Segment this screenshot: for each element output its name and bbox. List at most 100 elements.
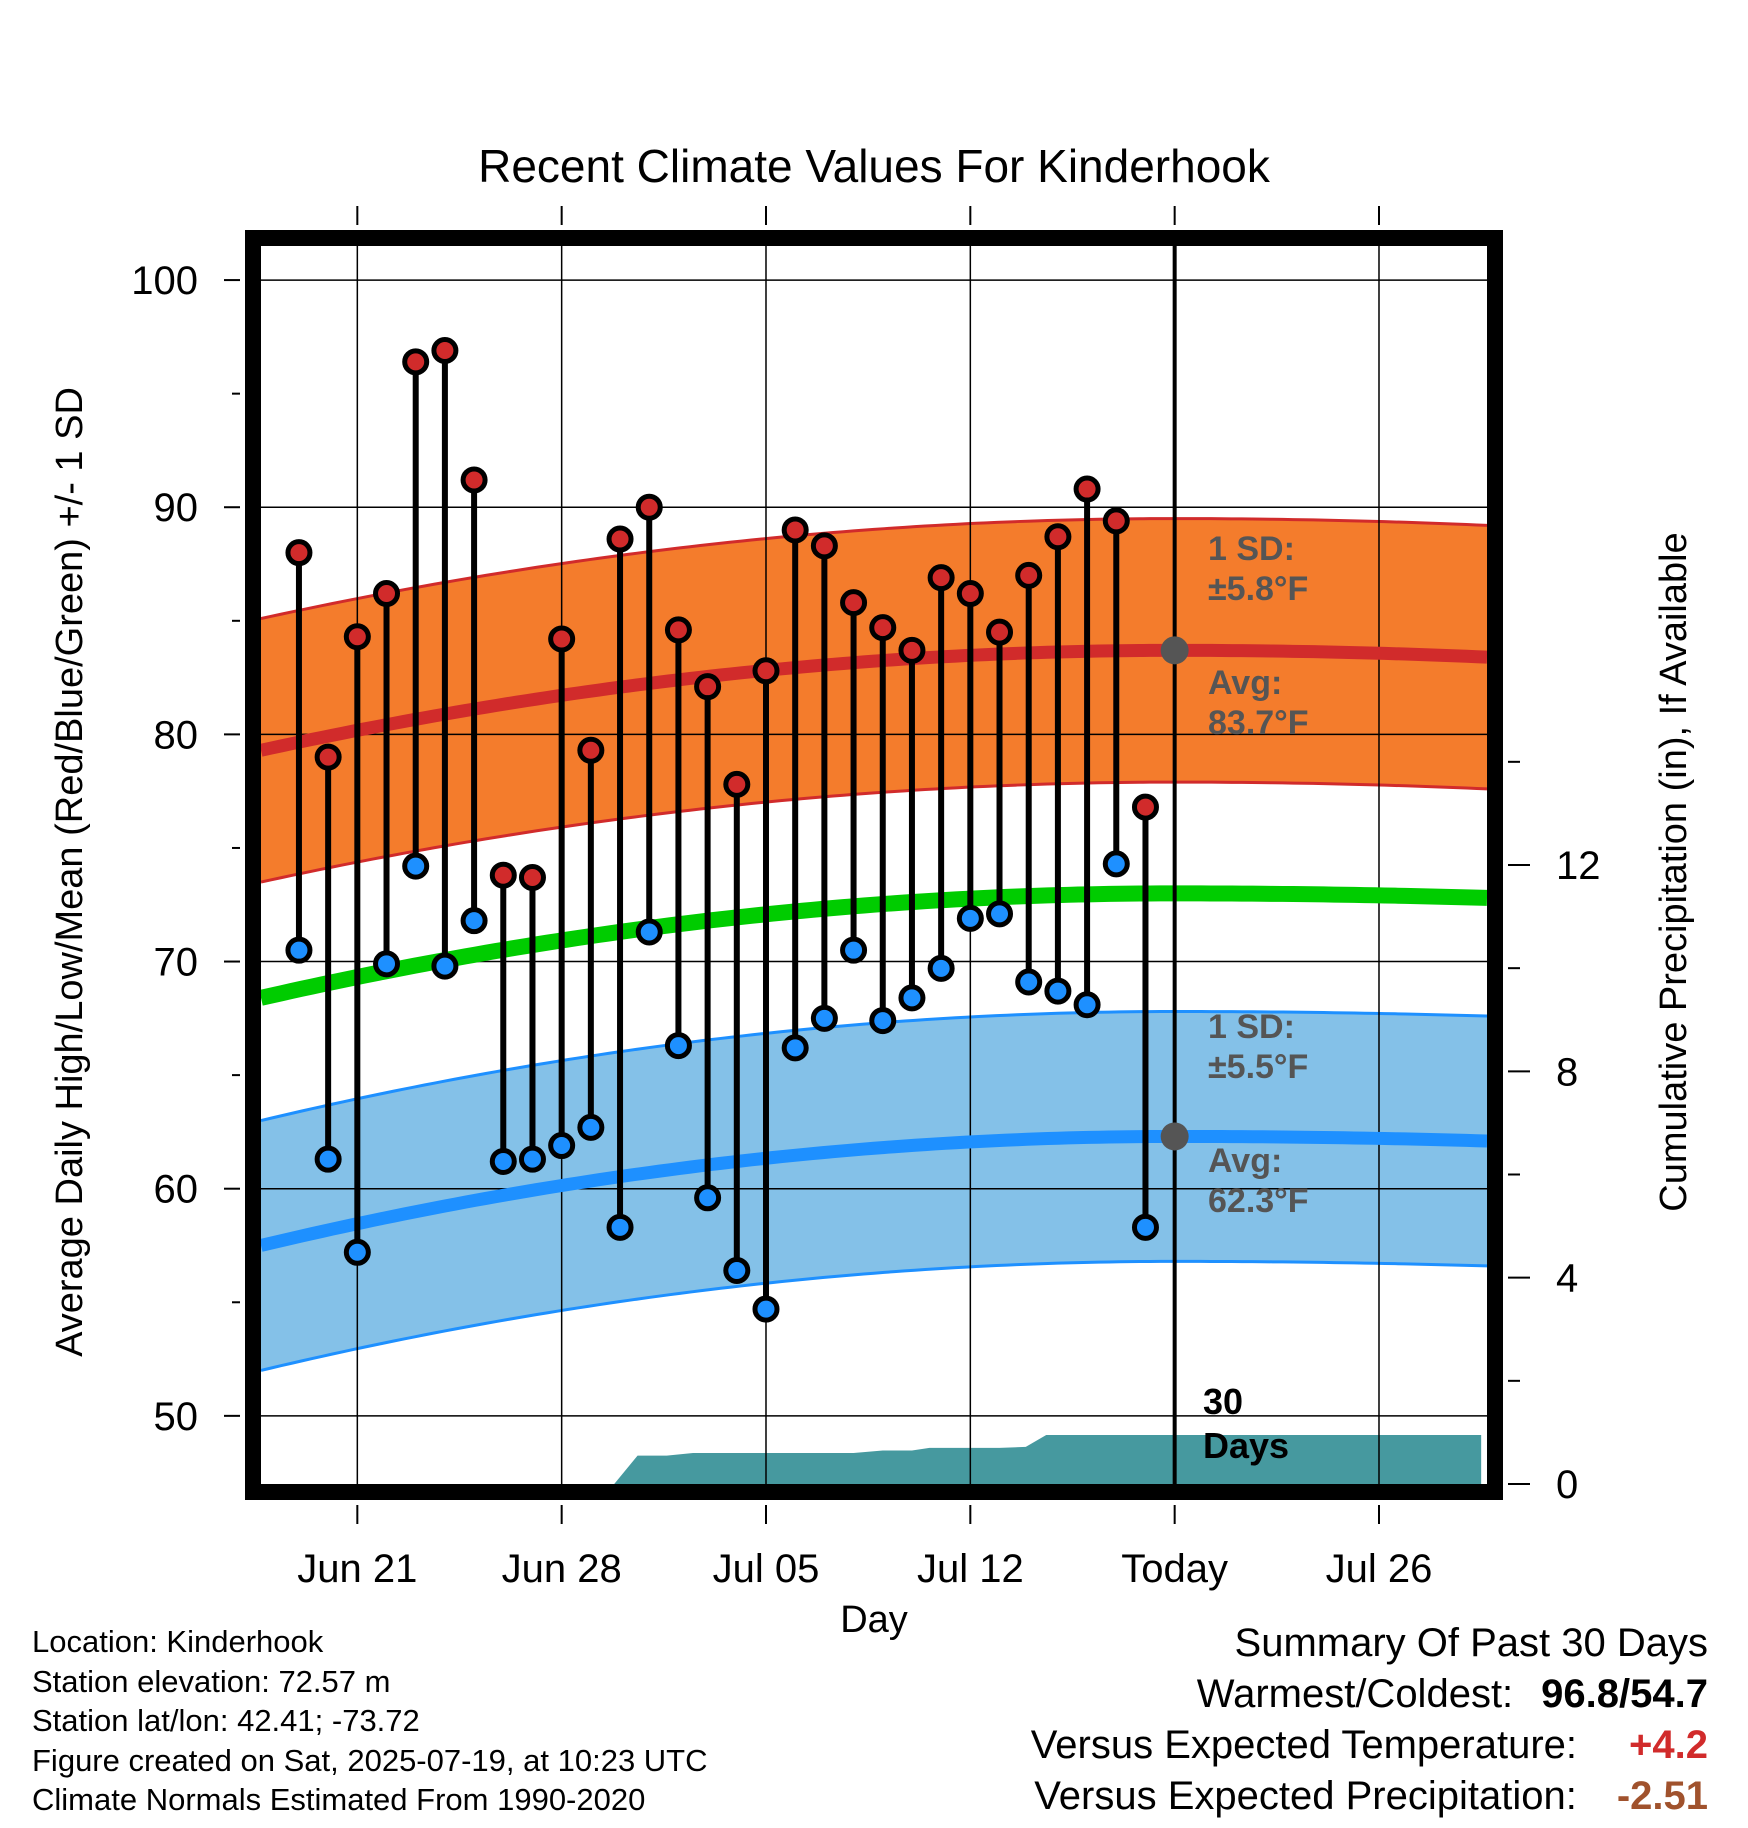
normals-text: Climate Normals Estimated From 1990-2020	[32, 1782, 646, 1817]
y2-axis-label: Cumulative Precipitation (in), If Availa…	[1653, 532, 1695, 1211]
daily-high-point	[810, 532, 838, 560]
daily-high-point	[1015, 561, 1043, 589]
y2-tick-label: 8	[1556, 1050, 1578, 1094]
temp-value: +4.2	[1629, 1723, 1708, 1767]
daily-high-point	[694, 673, 722, 701]
y-tick-label: 70	[154, 941, 199, 985]
low-avg-marker	[1160, 1122, 1189, 1151]
y-tick-label: 80	[154, 713, 199, 757]
low-avg-label: Avg:	[1208, 1142, 1282, 1180]
daily-high-point	[752, 657, 780, 685]
daily-high-point	[606, 525, 634, 553]
daily-high-point	[869, 614, 897, 642]
precip-area	[614, 1434, 1482, 1484]
precip-value: -2.51	[1616, 1774, 1708, 1818]
daily-high-point	[343, 623, 371, 651]
created-text: Figure created on Sat, 2025-07-19, at 10…	[32, 1742, 708, 1778]
daily-low-point	[577, 1113, 605, 1141]
y-tick-label: 100	[131, 259, 198, 303]
y-tick-label: 50	[154, 1395, 199, 1439]
daily-high-point	[898, 636, 926, 664]
chart-title: Recent Climate Values For Kinderhook	[478, 140, 1271, 192]
high-sd-band-upper-edge	[261, 517, 1487, 621]
daily-low-point	[986, 900, 1014, 928]
daily-low-point	[1015, 968, 1043, 996]
y2-tick-label: 12	[1556, 844, 1601, 888]
daily-low-point	[664, 1032, 692, 1060]
normal-high-line	[261, 643, 1487, 757]
daily-high-point	[373, 580, 401, 608]
summary-warm-cold-row: Warmest/Coldest: 96.8/54.7	[1031, 1669, 1708, 1720]
x-tick-label: Jul 26	[1326, 1547, 1433, 1591]
daily-low-point	[840, 936, 868, 964]
summary-temp-row: Versus Expected Temperature: +4.2	[1031, 1720, 1708, 1771]
y-axis-label: Average Daily High/Low/Mean (Red/Blue/Gr…	[49, 387, 91, 1357]
daily-low-point	[518, 1145, 546, 1173]
low-sd-value: ±5.5°F	[1208, 1048, 1308, 1086]
low-avg-value: 62.3°F	[1208, 1182, 1309, 1220]
low-sd-label: 1 SD:	[1208, 1008, 1295, 1046]
x-axis-label: Day	[840, 1599, 908, 1641]
daily-low-point	[285, 936, 313, 964]
station-metadata: Location: Kinderhook Station elevation: …	[32, 1622, 708, 1820]
normal-mean-line	[261, 885, 1487, 1006]
daily-low-point	[898, 984, 926, 1012]
high-sd-value: ±5.8°F	[1208, 570, 1308, 608]
x-tick-label: Today	[1121, 1547, 1228, 1591]
elevation-text: Station elevation: 72.57 m	[32, 1663, 391, 1699]
latlon-text: Station lat/lon: 42.41; -73.72	[32, 1703, 420, 1738]
daily-low-point	[956, 904, 984, 932]
daily-high-point	[431, 336, 459, 364]
low-sd-band	[261, 1011, 1487, 1371]
daily-high-point	[840, 589, 868, 617]
daily-high-point	[489, 861, 517, 889]
y2-tick-label: 4	[1556, 1257, 1578, 1301]
daily-high-point	[664, 616, 692, 644]
daily-low-point	[460, 907, 488, 935]
y-tick-label: 60	[154, 1168, 199, 1212]
daily-high-point	[548, 625, 576, 653]
x-tick-label: Jun 21	[297, 1547, 417, 1591]
daily-high-point	[285, 539, 313, 567]
plot-area	[261, 246, 1487, 1484]
daily-high-point	[635, 493, 663, 521]
daily-high-point	[1044, 523, 1072, 551]
daily-high-point	[518, 863, 546, 891]
daily-low-point	[314, 1145, 342, 1173]
daily-low-point	[752, 1295, 780, 1323]
high-sd-label: 1 SD:	[1208, 530, 1295, 568]
warm-cold-value: 96.8/54.7	[1541, 1672, 1708, 1716]
precip-label: Versus Expected Precipitation:	[1034, 1774, 1577, 1818]
daily-high-point	[927, 564, 955, 592]
low-sd-band-lower-edge	[261, 1259, 1487, 1372]
daily-low-point	[343, 1238, 371, 1266]
daily-low-point	[489, 1147, 517, 1175]
daily-high-point	[577, 736, 605, 764]
daily-low-point	[810, 1004, 838, 1032]
high-sd-band-lower-edge	[261, 780, 1487, 884]
daily-high-point	[460, 466, 488, 494]
daily-high-point	[956, 580, 984, 608]
daily-high-point	[1073, 475, 1101, 503]
x-tick-label: Jul 12	[917, 1547, 1024, 1591]
daily-high-point	[781, 516, 809, 544]
daily-low-point	[927, 954, 955, 982]
daily-low-point	[694, 1184, 722, 1212]
daily-low-point	[606, 1213, 634, 1241]
daily-low-point	[1102, 850, 1130, 878]
daily-high-point	[986, 618, 1014, 646]
high-avg-label: Avg:	[1208, 664, 1282, 702]
x-tick-label: Jun 28	[502, 1547, 622, 1591]
x-tick-label: Jul 05	[713, 1547, 820, 1591]
high-sd-band	[261, 518, 1487, 883]
summary-panel: Summary Of Past 30 Days Warmest/Coldest:…	[1031, 1618, 1708, 1822]
daily-low-point	[781, 1034, 809, 1062]
days-word: Days	[1203, 1425, 1289, 1466]
daily-low-point	[635, 918, 663, 946]
daily-low-point	[548, 1132, 576, 1160]
daily-high-point	[723, 770, 751, 798]
plot-frame	[245, 230, 1503, 1500]
daily-high-point	[402, 348, 430, 376]
normal-low-line	[261, 1129, 1487, 1252]
